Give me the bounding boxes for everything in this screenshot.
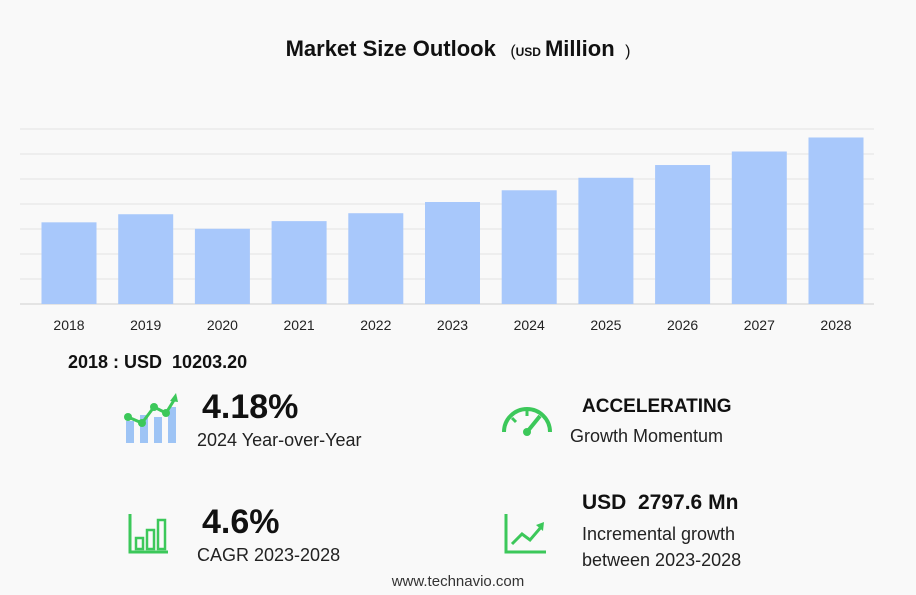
momentum-value: ACCELERATING: [582, 396, 732, 417]
yoy-value: 4.18%: [202, 388, 299, 426]
x-tick-label-2021: 2021: [284, 317, 315, 333]
bar-2022: [348, 213, 404, 304]
incremental-label-1: Incremental growth: [582, 524, 736, 544]
x-tick-label-2025: 2025: [590, 317, 621, 333]
bar-2023: [425, 202, 480, 304]
base-year-value: 2018 : USD 10203.20: [68, 352, 248, 372]
x-tick-label-2027: 2027: [744, 317, 775, 333]
bar-2019: [118, 214, 174, 304]
x-tick-label-2019: 2019: [130, 317, 161, 333]
bar-2018: [41, 222, 97, 304]
x-tick-label-2028: 2028: [820, 317, 851, 333]
bar-2028: [808, 137, 864, 304]
incremental-label-2: between 2023-2028: [582, 550, 742, 570]
bar-2021: [271, 221, 327, 304]
cagr-value: 4.6%: [202, 503, 280, 541]
cagr-label: CAGR 2023-2028: [197, 545, 341, 565]
x-tick-label-2022: 2022: [360, 317, 391, 333]
chart-title-main: Market Size Outlook: [285, 36, 496, 61]
bar-2024: [501, 190, 557, 304]
line-chart-icon: [504, 514, 546, 554]
bar-2027: [731, 151, 787, 304]
footer-url: www.technavio.com: [391, 573, 525, 590]
speedometer-icon: [502, 407, 552, 436]
x-tick-label-2024: 2024: [514, 317, 545, 333]
bar-chart-icon: [128, 514, 168, 554]
bar-2020: [194, 228, 250, 304]
yoy-label: 2024 Year-over-Year: [197, 430, 362, 450]
x-tick-label-2018: 2018: [53, 317, 84, 333]
x-tick-label-2020: 2020: [207, 317, 238, 333]
chart-title: Market Size Outlook (USD Million ): [0, 36, 916, 62]
incremental-value: USD 2797.6 Mn: [582, 491, 739, 514]
x-tick-label-2023: 2023: [437, 317, 468, 333]
bar-growth-icon: [124, 393, 178, 443]
title-paren-open: (: [510, 43, 516, 60]
bar-2025: [578, 177, 634, 304]
momentum-label: Growth Momentum: [570, 426, 724, 446]
bar-chart: 2018 2019 2020 2021 2022 2023 2024 2025 2026 2027…: [20, 128, 874, 333]
x-tick-label-2026: 2026: [667, 317, 698, 333]
title-unit-small: USD: [515, 45, 541, 59]
bar-2026: [655, 165, 711, 304]
title-unit-large: Million: [544, 36, 615, 61]
title-paren-close: ): [625, 43, 631, 60]
